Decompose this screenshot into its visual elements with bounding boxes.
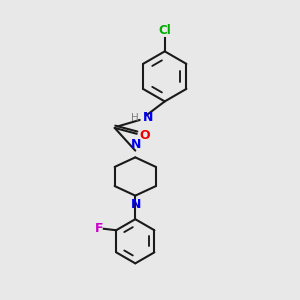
Text: Cl: Cl xyxy=(158,24,171,37)
Text: N: N xyxy=(131,139,141,152)
Text: N: N xyxy=(142,111,153,124)
Text: F: F xyxy=(94,222,103,235)
Text: N: N xyxy=(131,198,141,211)
Text: H: H xyxy=(131,112,139,123)
Text: O: O xyxy=(139,129,150,142)
